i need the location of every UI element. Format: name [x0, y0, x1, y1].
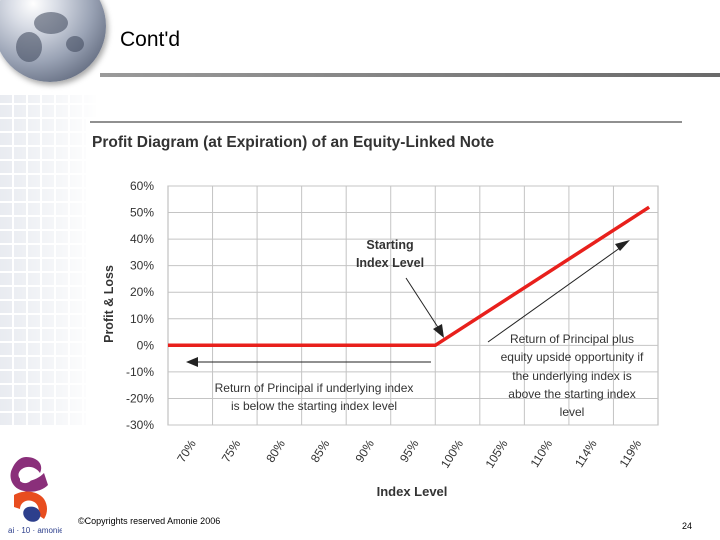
upside-arrow — [487, 244, 625, 343]
profit-diagram-chart: Profit Diagram (at Expiration) of an Equ… — [86, 118, 686, 506]
copyright-footer: ©Copyrights reserved Amonie 2006 — [78, 516, 221, 526]
x-tick-label: 75% — [219, 437, 244, 465]
x-tick-label: 105% — [482, 437, 510, 471]
page-number: 24 — [682, 521, 693, 531]
x-axis-label: Index Level — [377, 484, 448, 499]
y-tick-label: 60% — [130, 179, 154, 193]
annotation-upside: Return of Principal plus equity upside o… — [487, 240, 644, 419]
downside-arrowhead — [186, 357, 198, 367]
y-tick-label: 30% — [130, 259, 154, 273]
y-tick-label: 0% — [137, 338, 155, 352]
x-tick-label: 119% — [617, 437, 645, 470]
amonie-logo-icon: ai · 10 · amonie — [8, 457, 62, 535]
y-tick-label: 40% — [130, 232, 154, 246]
upside-line-5: level — [560, 405, 585, 419]
y-tick-label: -30% — [126, 418, 154, 432]
downside-line-2: is below the starting index level — [231, 399, 397, 413]
annotation-downside: Return of Principal if underlying index … — [186, 357, 431, 413]
series-line-profit — [168, 205, 651, 348]
upside-line-1: Return of Principal plus — [510, 332, 634, 346]
starting-index-arrow — [405, 277, 442, 333]
globe-icon — [0, 0, 106, 82]
logo-text: ai · 10 · amonie — [8, 526, 62, 535]
slide-title: Cont'd — [120, 28, 181, 51]
decorative-tile-background — [0, 95, 100, 425]
starting-index-line-2: Index Level — [356, 256, 424, 270]
downside-line-1: Return of Principal if underlying index — [215, 381, 414, 395]
y-tick-label: -20% — [126, 391, 154, 405]
x-tick-label: 70% — [174, 437, 199, 465]
chart-grid — [167, 185, 659, 426]
y-tick-label: 50% — [130, 206, 154, 220]
upside-line-2: equity upside opportunity if — [501, 350, 644, 364]
upside-line-3: the underlying index is — [512, 369, 631, 383]
title-divider — [100, 73, 720, 77]
y-tick-label: 20% — [130, 285, 154, 299]
annotation-starting-index: Starting Index Level — [356, 238, 444, 338]
x-tick-label: 95% — [397, 437, 422, 465]
x-tick-label: 85% — [308, 437, 333, 465]
chart-series — [167, 205, 651, 348]
x-tick-label: 90% — [352, 437, 377, 465]
upside-line-4: above the starting index — [508, 387, 635, 401]
chart-svg: Profit Diagram (at Expiration) of an Equ… — [90, 121, 682, 499]
y-tick-label: -10% — [126, 365, 154, 379]
upside-arrowhead — [615, 240, 630, 251]
starting-index-arrowhead — [433, 324, 444, 338]
chart-title: Profit Diagram (at Expiration) of an Equ… — [92, 134, 495, 151]
x-tick-label: 80% — [263, 437, 288, 465]
y-axis-ticks: 60% 50% 40% 30% 20% 10% 0% -10% -20% -30% — [126, 179, 154, 432]
x-axis-ticks: 70% 75% 80% 85% 90% 95% 100% 105% 110% 114% 119% — [174, 437, 644, 471]
x-tick-label: 110% — [528, 437, 556, 470]
x-tick-label: 100% — [438, 437, 466, 471]
y-axis-label: Profit & Loss — [102, 265, 116, 343]
x-tick-label: 114% — [572, 437, 600, 470]
starting-index-line-1: Starting — [366, 238, 413, 252]
y-tick-label: 10% — [130, 312, 154, 326]
